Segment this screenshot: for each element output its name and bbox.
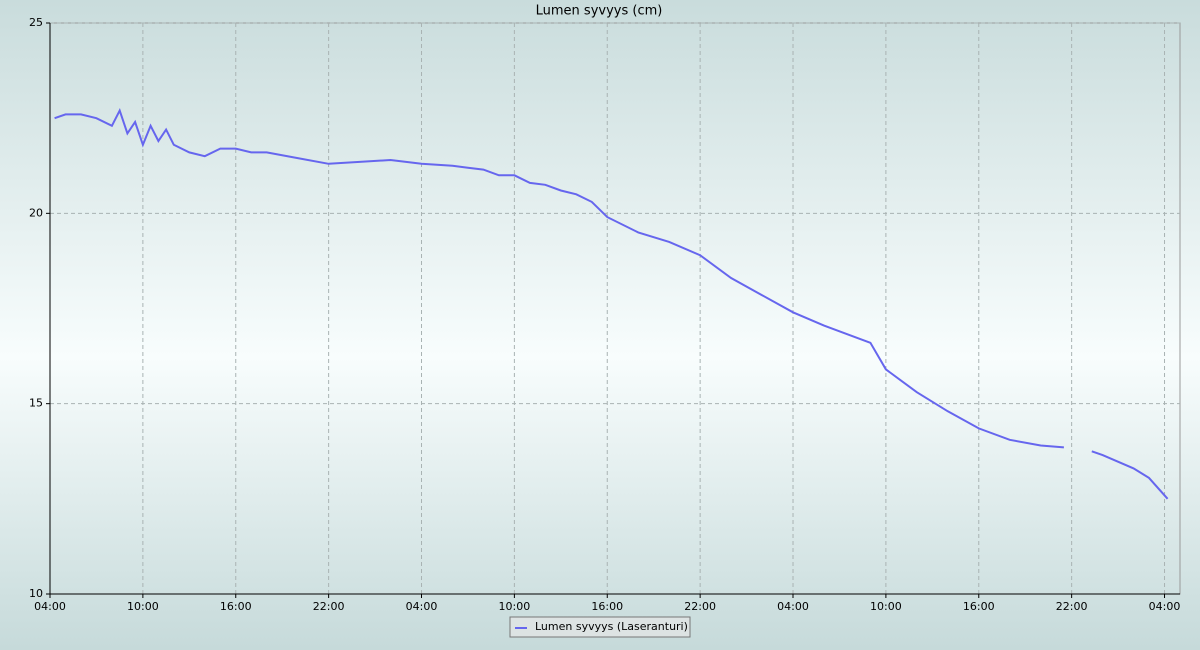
data-line [54, 108, 1169, 500]
x-tick-label: 04:00 [34, 600, 66, 613]
x-tick-label: 10:00 [127, 600, 159, 613]
x-tick-label: 16:00 [963, 600, 995, 613]
x-tick-label: 16:00 [591, 600, 623, 613]
y-tick-label: 10 [29, 587, 43, 600]
x-tick-label: 10:00 [499, 600, 531, 613]
x-tick-label: 22:00 [313, 600, 345, 613]
chart-title: Lumen syvyys (cm) [536, 4, 663, 19]
x-tick-label: 04:00 [406, 600, 438, 613]
y-tick-label: 20 [29, 206, 43, 219]
legend [509, 616, 691, 638]
y-tick-label: 15 [29, 397, 43, 410]
y-tick-label: 25 [29, 16, 43, 29]
x-tick-label: 04:00 [1149, 600, 1181, 613]
x-tick-label: 22:00 [684, 600, 716, 613]
x-tick-label: 04:00 [777, 600, 809, 613]
x-tick-label: 16:00 [220, 600, 252, 613]
legend-label: Lumen syvyys (Laseranturi) [535, 620, 688, 633]
x-tick-label: 10:00 [870, 600, 902, 613]
x-tick-label: 22:00 [1056, 600, 1088, 613]
